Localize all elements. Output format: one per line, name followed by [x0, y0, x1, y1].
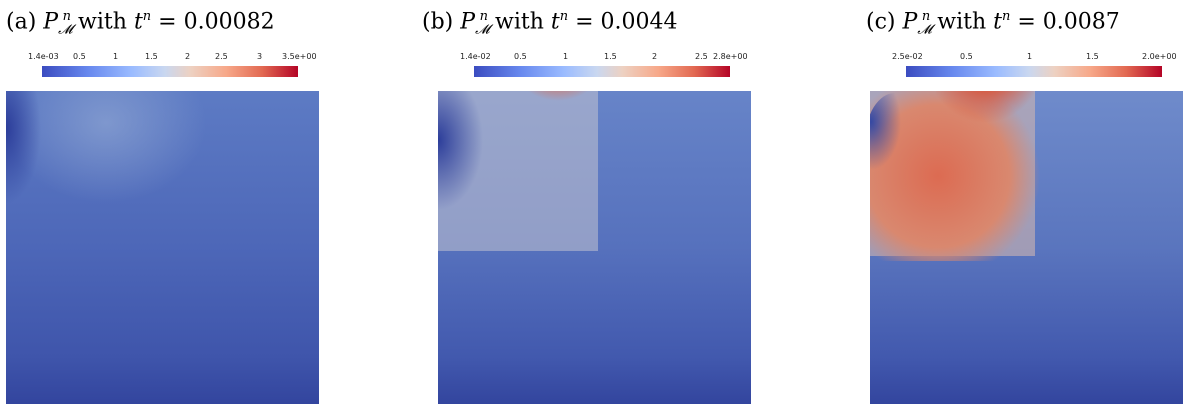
tick-label: 2 [652, 52, 658, 61]
tick-label: 2.5 [695, 52, 708, 61]
colorbar-a [42, 66, 298, 77]
tick-label: 3.5e+00 [282, 52, 317, 61]
tick-label: 1 [113, 52, 119, 61]
panel-c: (c) P𝓜n with tn = 0.0087 2.5e-02 0.5 1 1… [866, 0, 1188, 409]
field-image-a [6, 91, 319, 404]
tick-label: 1 [563, 52, 569, 61]
colorbar-c [906, 66, 1162, 77]
tick-label: 2 [185, 52, 191, 61]
field-image-c [870, 91, 1183, 404]
tick-label: 0.5 [960, 52, 973, 61]
tick-label: 3 [257, 52, 263, 61]
tick-label: 1.5 [604, 52, 617, 61]
tick-label: 2.5e-02 [892, 52, 923, 61]
tick-label: 1.4e-02 [460, 52, 491, 61]
tick-label: 2.0e+00 [1142, 52, 1177, 61]
colorbar-ticks-b: 1.4e-02 0.5 1 1.5 2 2.5 2.8e+00 [460, 52, 748, 64]
panel-a: (a) P𝓜n with tn = 0.00082 1.4e-03 0.5 1 … [6, 0, 326, 409]
colorbar-b [474, 66, 730, 77]
field-image-b [438, 91, 751, 404]
tick-label: 0.5 [73, 52, 86, 61]
caption-b: (b) P𝓜n with tn = 0.0044 [422, 9, 678, 38]
pressure-field-c [870, 91, 1183, 404]
pressure-field-a [6, 91, 319, 404]
panel-b: (b) P𝓜n with tn = 0.0044 1.4e-02 0.5 1 1… [422, 0, 758, 409]
tick-label: 1.5 [145, 52, 158, 61]
colorbar-ticks-a: 1.4e-03 0.5 1 1.5 2 2.5 3 3.5e+00 [28, 52, 317, 64]
tick-label: 2.8e+00 [713, 52, 748, 61]
tick-label: 1.5 [1086, 52, 1099, 61]
caption-a: (a) P𝓜n with tn = 0.00082 [6, 9, 275, 38]
tick-label: 1.4e-03 [28, 52, 59, 61]
colorbar-ticks-c: 2.5e-02 0.5 1 1.5 2.0e+00 [892, 52, 1177, 64]
tick-label: 1 [1027, 52, 1033, 61]
pressure-field-b [438, 91, 751, 404]
tick-label: 0.5 [514, 52, 527, 61]
tick-label: 2.5 [215, 52, 228, 61]
caption-c: (c) P𝓜n with tn = 0.0087 [866, 9, 1120, 38]
